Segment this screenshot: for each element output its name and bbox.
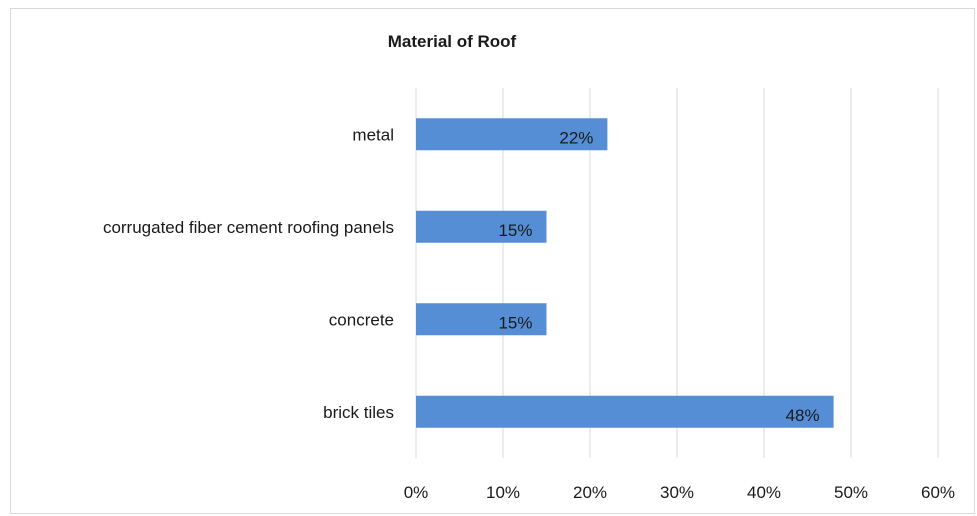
category-labels: metal corrugated fiber cement roofing pan…	[103, 125, 394, 422]
chart-title: Material of Roof	[388, 32, 517, 51]
data-label: 48%	[786, 406, 820, 425]
x-tick-label: 30%	[660, 483, 694, 502]
bar	[416, 118, 608, 151]
data-label: 22%	[559, 128, 593, 147]
category-label: metal	[352, 125, 394, 144]
data-label: 15%	[498, 313, 532, 332]
x-axis-tick-labels: 0% 10% 20% 30% 40% 50% 60%	[404, 483, 955, 502]
x-tick-label: 10%	[486, 483, 520, 502]
x-tick-label: 50%	[834, 483, 868, 502]
data-label: 15%	[498, 221, 532, 240]
category-label: corrugated fiber cement roofing panels	[103, 218, 394, 237]
category-label: brick tiles	[323, 403, 394, 422]
bar	[416, 303, 547, 336]
x-tick-label: 60%	[921, 483, 955, 502]
data-labels: 22% 15% 15% 48%	[498, 128, 819, 425]
chart-frame	[10, 8, 975, 514]
x-tick-label: 20%	[573, 483, 607, 502]
category-label: concrete	[329, 310, 394, 329]
bars	[416, 118, 834, 428]
bar	[416, 395, 834, 428]
x-tick-label: 40%	[747, 483, 781, 502]
x-tick-label: 0%	[404, 483, 429, 502]
bar	[416, 210, 547, 243]
